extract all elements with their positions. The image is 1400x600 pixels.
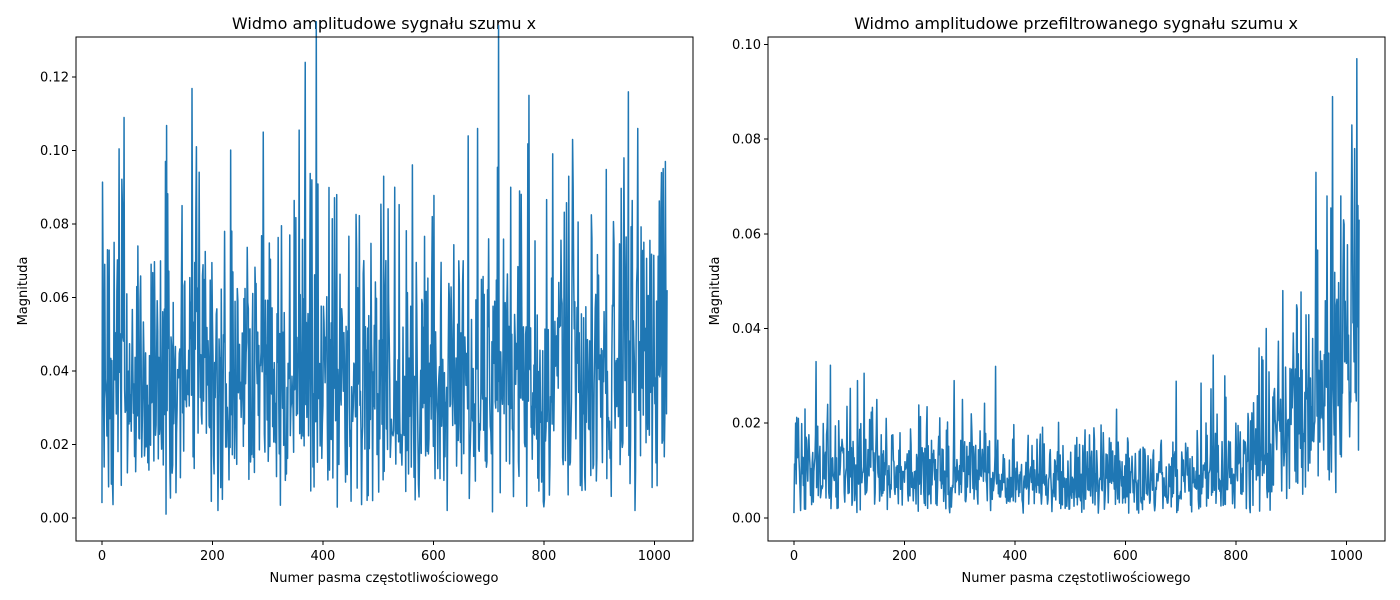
plot-frame-2 [767, 36, 1386, 542]
y-tick-label: 0.04 [40, 364, 69, 379]
y-tick-label: 0.10 [40, 144, 69, 159]
y-tick-label: 0.10 [732, 38, 761, 53]
series-line-1 [101, 20, 668, 515]
x-tick-label: 0 [790, 549, 798, 564]
y-axis-label-1: Magnituda [16, 257, 31, 326]
chart-title-2: Widmo amplitudowe przefiltrowanego sygna… [854, 14, 1298, 33]
x-tick-label: 800 [1223, 549, 1248, 564]
x-tick-label: 600 [421, 549, 446, 564]
x-tick-label: 200 [892, 549, 917, 564]
x-tick-label: 600 [1113, 549, 1138, 564]
x-tick-label: 1000 [638, 549, 671, 564]
y-tick-label: 0.08 [732, 133, 761, 148]
x-tick-label: 0 [98, 549, 106, 564]
x-tick-label: 200 [200, 549, 225, 564]
y-tick-label: 0.02 [40, 438, 69, 453]
plot-area-2: 0 200 400 600 800 1000 0.00 0.02 0.04 0.06 0.08 0.1… [732, 36, 1386, 564]
y-tick-label: 0.04 [732, 322, 761, 337]
x-tick-label: 1000 [1330, 549, 1363, 564]
chart-title-1: Widmo amplitudowe sygnału szumu x [232, 14, 536, 33]
y-tick-label: 0.12 [40, 71, 69, 86]
chart-panel-2: Widmo amplitudowe przefiltrowanego sygna… [708, 14, 1386, 586]
x-tick-label: 400 [310, 549, 335, 564]
y-tick-label: 0.02 [732, 417, 761, 432]
y-tick-label: 0.00 [732, 511, 761, 526]
y-tick-label: 0.08 [40, 217, 69, 232]
chart-panel-1: Widmo amplitudowe sygnału szumu x Numer … [16, 14, 694, 586]
y-tick-label: 0.06 [40, 291, 69, 306]
plot-area-1: 0 200 400 600 800 1000 0.00 0.02 0.04 0.06 0.08 0.1… [40, 20, 694, 564]
x-axis-label-2: Numer pasma częstotliwościowego [962, 571, 1191, 586]
x-tick-label: 400 [1002, 549, 1027, 564]
x-tick-label: 800 [531, 549, 556, 564]
y-tick-label: 0.06 [732, 227, 761, 242]
series-line-2 [793, 58, 1360, 514]
plot-frame-1 [75, 36, 694, 542]
y-axis-label-2: Magnituda [708, 257, 723, 326]
y-tick-label: 0.00 [40, 511, 69, 526]
x-axis-label-1: Numer pasma częstotliwościowego [270, 571, 499, 586]
